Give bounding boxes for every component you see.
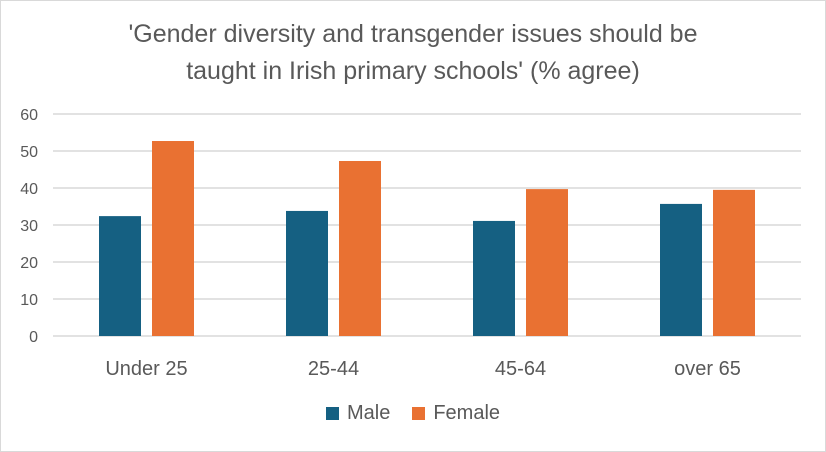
y-tick-label: 60	[20, 107, 38, 124]
bar-female	[713, 189, 755, 336]
legend-swatch-male	[325, 407, 339, 420]
bar-female	[152, 141, 194, 336]
x-tick-label: 25-44	[308, 358, 359, 380]
bar-female	[526, 189, 568, 336]
bar-male	[286, 210, 328, 336]
chart-title-line-1: 'Gender diversity and transgender issues…	[128, 20, 698, 48]
bar-male	[473, 220, 515, 336]
y-tick-label: 50	[20, 144, 38, 161]
bar-male	[99, 216, 141, 336]
chart-title-line-2: taught in Irish primary schools' (% agre…	[186, 57, 640, 85]
y-tick-label: 10	[20, 292, 38, 309]
y-tick-label: 30	[20, 218, 38, 235]
bar-male	[660, 203, 702, 336]
bar-female	[339, 160, 381, 336]
legend-label-male: Male	[346, 402, 391, 424]
chart-title: 'Gender diversity and transgender issues…	[0, 16, 826, 90]
legend: Male Female	[0, 402, 826, 425]
legend-label-female: Female	[433, 402, 501, 424]
y-tick-label: 40	[20, 181, 38, 198]
y-tick-label: 0	[29, 329, 38, 346]
x-tick-label: over 65	[674, 358, 741, 380]
y-tick-label: 20	[20, 255, 38, 272]
x-tick-label: 45-64	[495, 358, 546, 380]
legend-item-male: Male	[325, 402, 391, 425]
x-tick-label: Under 25	[105, 358, 187, 380]
legend-item-female: Female	[412, 402, 500, 425]
legend-swatch-female	[412, 407, 426, 420]
